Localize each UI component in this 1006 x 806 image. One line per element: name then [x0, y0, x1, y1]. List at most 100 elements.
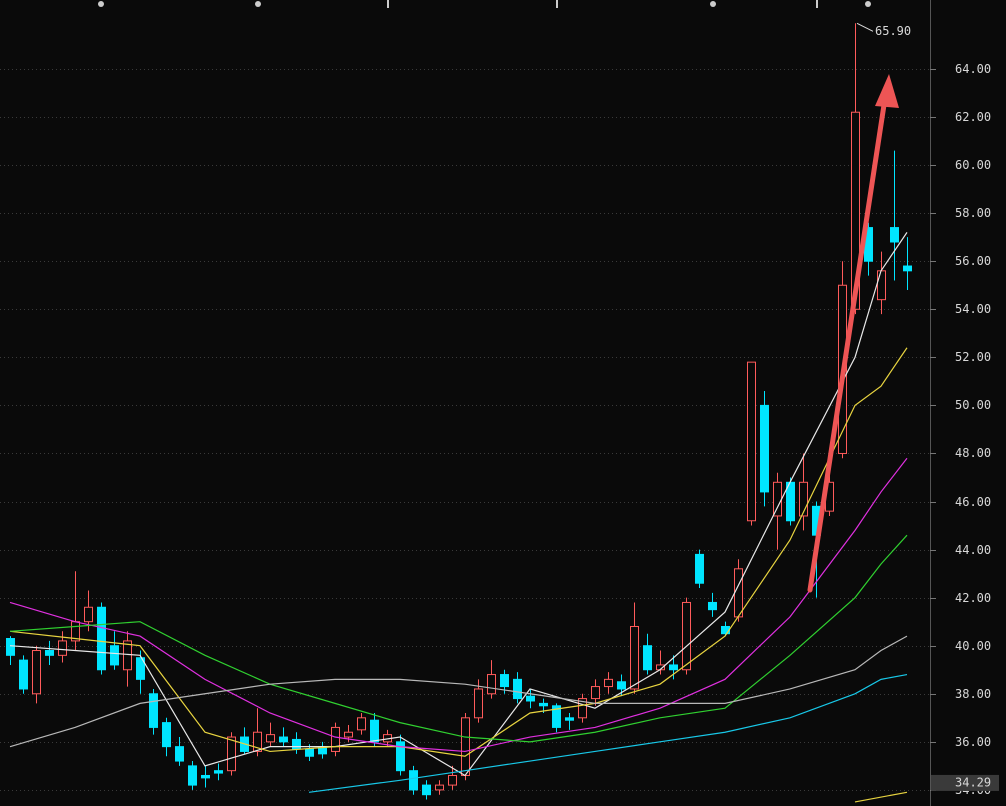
plot: 34.0036.0038.0040.0042.0044.0046.0048.00… — [0, 22, 999, 803]
candle-body — [253, 731, 262, 752]
candle-body — [487, 674, 496, 695]
candle-body — [188, 765, 197, 786]
y-tick-label: 54.00 — [955, 302, 991, 316]
y-tick-label: 44.00 — [955, 543, 991, 557]
y-tick-label: 48.00 — [955, 446, 991, 460]
marker — [710, 1, 716, 7]
y-tick-label: 38.00 — [955, 687, 991, 701]
candle-body — [227, 736, 236, 772]
ma-line — [854, 791, 908, 803]
marker — [816, 0, 818, 8]
candle-body — [370, 719, 379, 743]
candle-body — [344, 731, 353, 738]
ma-line — [9, 232, 908, 777]
y-tick-label: 64.00 — [955, 62, 991, 76]
candle-body — [461, 717, 470, 776]
candle-body — [539, 702, 548, 707]
candle-body — [604, 678, 613, 688]
candle-body — [565, 717, 574, 721]
candle-body — [734, 568, 743, 618]
candle-body — [474, 688, 483, 719]
ma-line — [308, 673, 908, 793]
candle-body — [695, 553, 704, 584]
y-tick-label: 42.00 — [955, 591, 991, 605]
candle-body — [422, 784, 431, 796]
ma-line — [9, 347, 908, 757]
y-tick-label: 46.00 — [955, 495, 991, 509]
candle-body — [760, 404, 769, 493]
candle-body — [279, 736, 288, 743]
y-tick-label: 62.00 — [955, 110, 991, 124]
candle-body — [84, 606, 93, 623]
candle-body — [708, 601, 717, 611]
candle-body — [721, 625, 730, 635]
candle-body — [32, 650, 41, 695]
candle-body — [123, 640, 132, 671]
last-price-box — [931, 774, 999, 791]
high-label: 65.90 — [875, 24, 911, 38]
y-tick-label: 40.00 — [955, 639, 991, 653]
marker — [556, 0, 558, 8]
high-pointer — [856, 22, 874, 32]
candle-body — [149, 693, 158, 728]
arrow-head — [875, 74, 899, 108]
candle-body — [6, 638, 15, 656]
y-tick-label: 58.00 — [955, 206, 991, 220]
marker — [387, 0, 389, 8]
candle-body — [552, 705, 561, 728]
candle-body — [305, 748, 314, 757]
candle-body — [292, 738, 301, 750]
candle-body — [331, 726, 340, 752]
last-price-label: 34.29 — [955, 775, 991, 789]
y-tick-label: 60.00 — [955, 158, 991, 172]
candle-body — [500, 674, 509, 688]
candle-body — [630, 625, 639, 690]
candle-body — [58, 640, 67, 656]
candle-body — [526, 695, 535, 702]
candle-body — [136, 657, 145, 680]
candle-body — [448, 774, 457, 786]
candle-body — [591, 686, 600, 700]
candle-body — [747, 361, 756, 522]
top-markers — [98, 0, 871, 8]
arrow-shaft — [807, 102, 887, 593]
marker — [865, 1, 871, 7]
candle-body — [578, 698, 587, 719]
candle-body — [45, 650, 54, 656]
candle-body — [162, 722, 171, 748]
candle-body — [682, 601, 691, 671]
candle-body — [773, 481, 782, 517]
y-tick-label: 56.00 — [955, 254, 991, 268]
candle-body — [851, 111, 860, 310]
candle-body — [409, 770, 418, 791]
candle-body — [175, 746, 184, 762]
y-tick-label: 36.00 — [955, 735, 991, 749]
candle-body — [513, 678, 522, 700]
candle-body — [799, 481, 808, 517]
candle-body — [643, 645, 652, 671]
ma-line — [9, 635, 908, 748]
candle-body — [903, 265, 912, 272]
candle-body — [435, 784, 444, 791]
candle-body — [890, 227, 899, 243]
marker — [255, 1, 261, 7]
candle-body — [201, 774, 210, 779]
candle-body — [877, 270, 886, 301]
candle-body — [396, 741, 405, 772]
candle-body — [357, 717, 366, 731]
y-tick-label: 52.00 — [955, 350, 991, 364]
y-tick-label: 50.00 — [955, 398, 991, 412]
ma-line — [9, 534, 908, 743]
candle-body — [266, 734, 275, 743]
candle-body — [214, 770, 223, 774]
ma-line — [9, 457, 908, 753]
marker — [98, 1, 104, 7]
candle-body — [669, 664, 678, 671]
candle-body — [617, 681, 626, 690]
candle-body — [19, 659, 28, 690]
candle-body — [110, 645, 119, 666]
trend-arrow — [807, 74, 899, 593]
candle-body — [97, 606, 106, 671]
